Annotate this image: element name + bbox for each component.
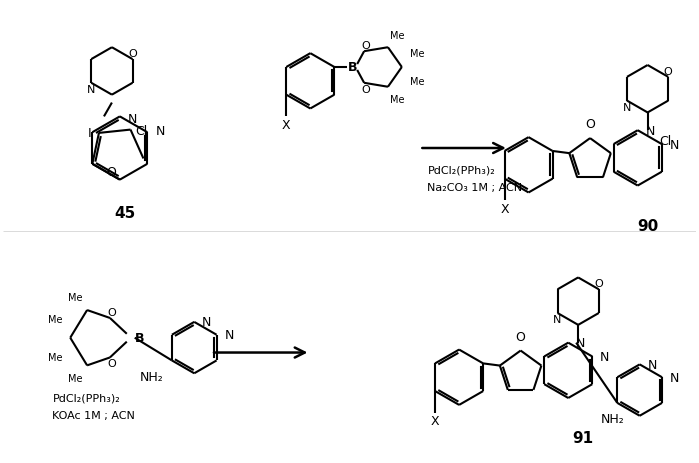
- Text: Me: Me: [410, 77, 424, 87]
- Text: I: I: [87, 127, 91, 140]
- Text: N: N: [646, 125, 655, 138]
- Text: O: O: [106, 166, 116, 179]
- Text: Cl: Cl: [136, 125, 148, 138]
- Text: 45: 45: [114, 205, 136, 220]
- Text: O: O: [108, 359, 116, 369]
- Text: Cl: Cl: [660, 134, 672, 147]
- Text: Me: Me: [390, 31, 405, 41]
- Text: O: O: [516, 330, 526, 343]
- Text: O: O: [108, 307, 116, 317]
- Text: Me: Me: [410, 49, 424, 59]
- Text: KOAc 1M ; ACN: KOAc 1M ; ACN: [52, 410, 135, 420]
- Text: NH₂: NH₂: [600, 413, 624, 425]
- Text: X: X: [282, 119, 291, 131]
- Text: O: O: [594, 279, 603, 289]
- Text: N: N: [600, 350, 610, 363]
- Text: B: B: [135, 332, 144, 344]
- Text: N: N: [576, 337, 586, 350]
- Text: Me: Me: [48, 314, 62, 324]
- Text: N: N: [647, 358, 657, 371]
- Text: N: N: [202, 316, 212, 329]
- Text: Me: Me: [68, 374, 82, 383]
- Text: Me: Me: [390, 94, 405, 104]
- Text: Me: Me: [48, 352, 62, 362]
- Text: O: O: [362, 41, 370, 51]
- Text: PdCl₂(PPh₃)₂: PdCl₂(PPh₃)₂: [427, 165, 495, 175]
- Text: 91: 91: [572, 430, 593, 445]
- Text: NH₂: NH₂: [140, 370, 164, 383]
- Text: O: O: [362, 85, 370, 94]
- Text: N: N: [224, 329, 234, 342]
- Text: O: O: [585, 118, 595, 131]
- Text: Me: Me: [68, 293, 82, 302]
- Text: N: N: [155, 125, 165, 138]
- Text: N: N: [128, 113, 137, 125]
- Text: N: N: [670, 371, 679, 384]
- Text: N: N: [670, 138, 679, 151]
- Text: N: N: [623, 102, 631, 112]
- Text: X: X: [431, 414, 440, 427]
- Text: Na₂CO₃ 1M ; ACN: Na₂CO₃ 1M ; ACN: [427, 182, 522, 192]
- Text: PdCl₂(PPh₃)₂: PdCl₂(PPh₃)₂: [52, 392, 120, 402]
- Text: O: O: [128, 49, 137, 59]
- Text: 90: 90: [637, 218, 658, 233]
- Text: N: N: [87, 85, 96, 94]
- Text: N: N: [554, 314, 562, 324]
- Text: O: O: [664, 67, 672, 77]
- Text: X: X: [500, 202, 509, 215]
- Text: B: B: [347, 62, 357, 75]
